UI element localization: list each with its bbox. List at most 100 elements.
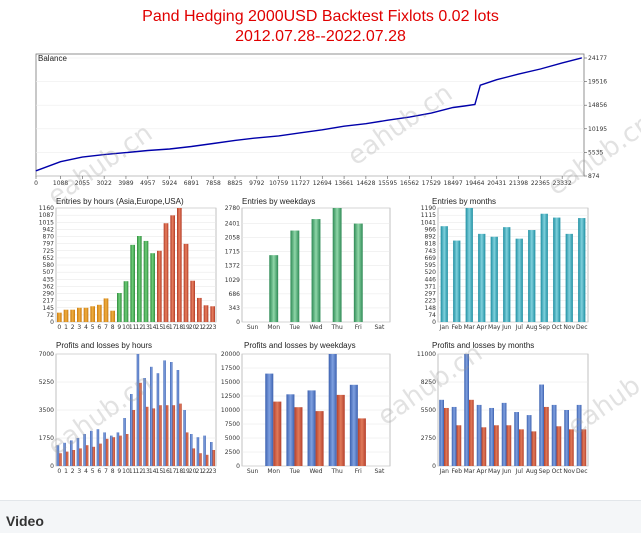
loss-bar xyxy=(294,407,303,466)
x-tick-label: 11727 xyxy=(291,180,310,187)
loss-bar xyxy=(456,425,462,466)
x-tick-label: Jan xyxy=(439,324,449,331)
x-tick-label: Aug xyxy=(526,468,538,475)
x-tick-label: 20431 xyxy=(487,180,506,187)
y-tick-label: 725 xyxy=(43,248,55,255)
x-tick-label: Mon xyxy=(267,468,280,475)
entry-bar xyxy=(130,244,135,322)
profit-bar xyxy=(190,434,193,466)
balance-point xyxy=(191,146,192,147)
profits-losses-by-months-chart: 0 2750 5500 8250 11000 Jan Feb Mar Apr May Jun Jul A… xyxy=(398,338,598,484)
y-tick-label: 669 xyxy=(425,255,437,262)
x-tick-label: 17529 xyxy=(422,180,441,187)
entry-bar xyxy=(332,208,342,322)
x-tick-label: 19464 xyxy=(465,180,484,187)
x-tick-label: Sat xyxy=(375,468,385,475)
x-tick-label: 20 xyxy=(189,468,197,475)
entry-bar xyxy=(57,312,62,322)
report-title: Pand Hedging 2000USD Backtest Fixlots 0.… xyxy=(142,8,499,25)
balance-point xyxy=(321,129,323,131)
y-tick-label: 19516 xyxy=(588,79,607,86)
profit-bar xyxy=(130,394,133,466)
y-tick-label: 2401 xyxy=(225,221,240,228)
y-tick-label: 0 xyxy=(432,463,436,470)
y-tick-label: 0 xyxy=(50,319,54,326)
balance-point xyxy=(212,143,214,144)
loss-bar xyxy=(85,445,89,466)
entry-bar xyxy=(311,219,321,322)
loss-bar xyxy=(112,437,116,466)
entry-bar xyxy=(77,307,82,322)
loss-bar xyxy=(519,429,524,466)
x-tick-label: 3 xyxy=(77,324,81,331)
profit-bar xyxy=(307,390,316,466)
y-tick-label: 1029 xyxy=(225,277,240,284)
balance-chart: 874 5535 10195 14856 19516 24177 0 1088 2055 3022… xyxy=(30,50,641,196)
x-tick-label: 1 xyxy=(64,324,68,331)
y-tick-label: 20000 xyxy=(221,351,240,358)
balance-point xyxy=(387,119,389,121)
loss-bar xyxy=(59,453,62,466)
y-tick-label: 2058 xyxy=(225,235,240,242)
x-tick-label: Mar xyxy=(464,324,476,331)
y-tick-label: 0 xyxy=(50,463,54,470)
x-tick-label: 0 xyxy=(57,324,61,331)
loss-bar xyxy=(469,399,474,466)
plot-frame xyxy=(35,53,585,177)
x-tick-label: 18 xyxy=(176,324,184,331)
y-tick-label: 5000 xyxy=(225,435,240,442)
x-tick-label: Nov xyxy=(563,324,575,331)
loss-bar xyxy=(494,425,499,466)
y-tick-label: 5535 xyxy=(588,149,603,156)
y-tick-label: 507 xyxy=(43,269,55,276)
x-tick-label: 0 xyxy=(34,180,38,187)
y-tick-label: 1190 xyxy=(421,205,436,212)
loss-bar xyxy=(172,405,176,466)
profit-bar xyxy=(328,354,337,466)
loss-bar xyxy=(205,454,209,466)
x-tick-label: 8 xyxy=(111,324,115,331)
entry-bar xyxy=(540,213,548,322)
y-tick-label: 818 xyxy=(425,241,437,248)
x-tick-label: Sat xyxy=(375,324,385,331)
entry-bar xyxy=(170,215,175,322)
x-tick-label: 16 xyxy=(162,468,170,475)
profit-bar xyxy=(551,404,557,466)
entry-bar xyxy=(183,243,189,322)
x-tick-label: 14 xyxy=(149,468,157,475)
y-tick-label: 2780 xyxy=(225,205,240,212)
balance-point xyxy=(300,132,301,134)
loss-bar xyxy=(65,451,69,466)
entry-bar xyxy=(137,236,142,322)
y-tick-label: 1115 xyxy=(421,212,436,219)
entries-by-months-chart: 0 74 148 223 297 371 446 520 595 669 743 818 892 966 1… xyxy=(398,196,598,336)
profit-bar xyxy=(76,438,80,466)
y-tick-label: 343 xyxy=(229,305,241,312)
balance-point xyxy=(278,135,280,137)
entry-bar xyxy=(90,306,95,322)
loss-bar xyxy=(145,406,149,466)
x-tick-label: 17 xyxy=(169,468,177,475)
profit-bar xyxy=(489,407,494,466)
y-tick-label: 0 xyxy=(236,319,240,326)
x-tick-label: Dec xyxy=(576,324,588,331)
x-tick-label: Apr xyxy=(477,468,488,475)
y-tick-label: 5250 xyxy=(39,379,54,386)
balance-point xyxy=(81,156,83,158)
loss-bar xyxy=(92,446,96,466)
x-tick-label: 7 xyxy=(104,324,108,331)
profit-bar xyxy=(123,418,126,466)
entry-bar xyxy=(453,240,461,322)
x-tick-label: 2055 xyxy=(75,180,90,187)
y-tick-label: 870 xyxy=(43,234,55,241)
profit-bar xyxy=(526,415,532,466)
y-tick-label: 72 xyxy=(46,312,54,319)
x-tick-label: 4957 xyxy=(140,180,155,187)
y-tick-label: 892 xyxy=(425,234,437,241)
x-tick-label: 14 xyxy=(149,324,157,331)
y-tick-label: 217 xyxy=(43,298,55,305)
x-tick-label: 22 xyxy=(202,324,210,331)
x-tick-label: 2 xyxy=(71,324,75,331)
balance-point xyxy=(430,112,432,114)
y-tick-label: 942 xyxy=(43,226,55,233)
